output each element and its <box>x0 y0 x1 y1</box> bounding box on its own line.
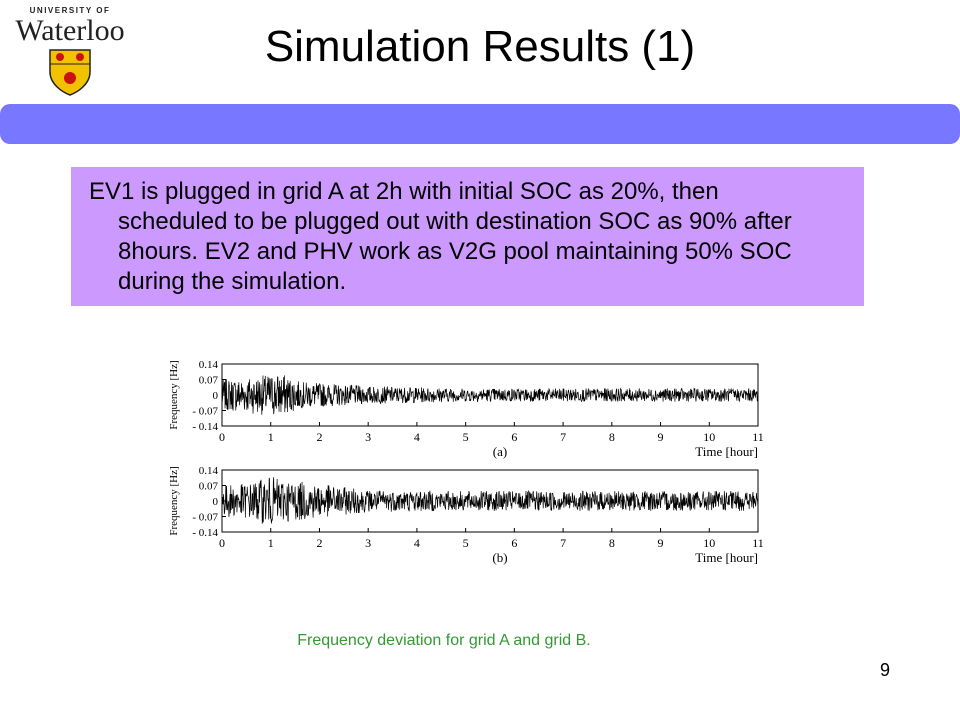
x-tick-label: 3 <box>365 430 371 444</box>
x-tick-label: 10 <box>703 430 715 444</box>
frequency-series-line <box>221 375 759 415</box>
x-axis-label: Time [hour] <box>695 444 758 459</box>
header-bar <box>0 104 960 144</box>
x-tick-label: 11 <box>752 430 764 444</box>
slide-title: Simulation Results (1) <box>264 22 696 71</box>
frequency-series-line <box>221 477 759 525</box>
y-tick-label: 0.07 <box>199 375 219 387</box>
frequency-charts-svg: 0.140.070- 0.07- 0.140 1 2 3 4 5 6 7 8 9 10 11Frequ… <box>168 359 764 565</box>
x-tick-label: 1 <box>268 430 274 444</box>
x-tick-label: 6 <box>511 536 517 550</box>
y-tick-label: 0 <box>213 390 219 402</box>
figure-frequency-deviation: 0.14 0.07 0- 0.07- 0.14 0 1 2 3 4 5 6 7 8 9 10 11 Frequ… <box>160 340 780 570</box>
chart-panel: 0.140.070- 0.07- 0.140 1 2 3 4 5 6 7 8 9 10 11Frequ… <box>168 359 764 459</box>
y-tick-label: - 0.07 <box>192 512 218 524</box>
x-tick-label: 3 <box>365 536 371 550</box>
university-logo: UNIVERSITY OF Waterloo <box>8 4 132 96</box>
x-tick-label: 7 <box>560 536 566 550</box>
x-tick-label: 5 <box>463 536 469 550</box>
figure-caption: Frequency deviation for grid A and grid … <box>297 632 591 649</box>
x-tick-label: 9 <box>658 430 664 444</box>
y-tick-label: - 0.14 <box>192 527 218 539</box>
x-axis-label: Time [hour] <box>695 550 758 565</box>
y-tick-label: 0.07 <box>199 481 219 493</box>
chart-panel: 0.140.070- 0.07- 0.140 1 2 3 4 5 6 7 8 9 10 11Frequ… <box>168 465 764 565</box>
body-text: EV1 is plugged in grid A at 2h with init… <box>89 178 792 295</box>
panel-label: (a) <box>493 444 507 459</box>
page-number: 9 <box>880 660 891 680</box>
body-text-box: EV1 is plugged in grid A at 2h with init… <box>71 167 864 306</box>
x-tick-label: 8 <box>609 430 615 444</box>
x-tick-label: 8 <box>609 536 615 550</box>
y-tick-label: 0.14 <box>199 359 219 371</box>
y-tick-label: 0.14 <box>199 465 219 477</box>
x-tick-label: 6 <box>511 430 517 444</box>
logo-name: Waterloo <box>15 14 125 47</box>
logo-university-label: UNIVERSITY OF <box>29 6 111 15</box>
x-tick-label: 2 <box>316 430 322 444</box>
x-tick-label: 0 <box>219 536 225 550</box>
x-tick-label: 5 <box>463 430 469 444</box>
x-tick-label: 7 <box>560 430 566 444</box>
panel-label: (b) <box>492 550 507 565</box>
x-tick-label: 10 <box>703 536 715 550</box>
y-tick-label: - 0.07 <box>192 406 218 418</box>
y-axis-label: Frequency [Hz] <box>168 466 180 535</box>
x-tick-label: 0 <box>219 430 225 444</box>
x-tick-label: 9 <box>658 536 664 550</box>
y-tick-label: 0 <box>213 496 219 508</box>
x-tick-label: 11 <box>752 536 764 550</box>
x-tick-label: 4 <box>414 430 420 444</box>
x-tick-label: 4 <box>414 536 420 550</box>
y-axis-label: Frequency [Hz] <box>168 360 180 429</box>
crest-icon <box>49 49 91 96</box>
y-tick-label: - 0.14 <box>192 421 218 433</box>
x-tick-label: 2 <box>316 536 322 550</box>
x-tick-label: 1 <box>268 536 274 550</box>
